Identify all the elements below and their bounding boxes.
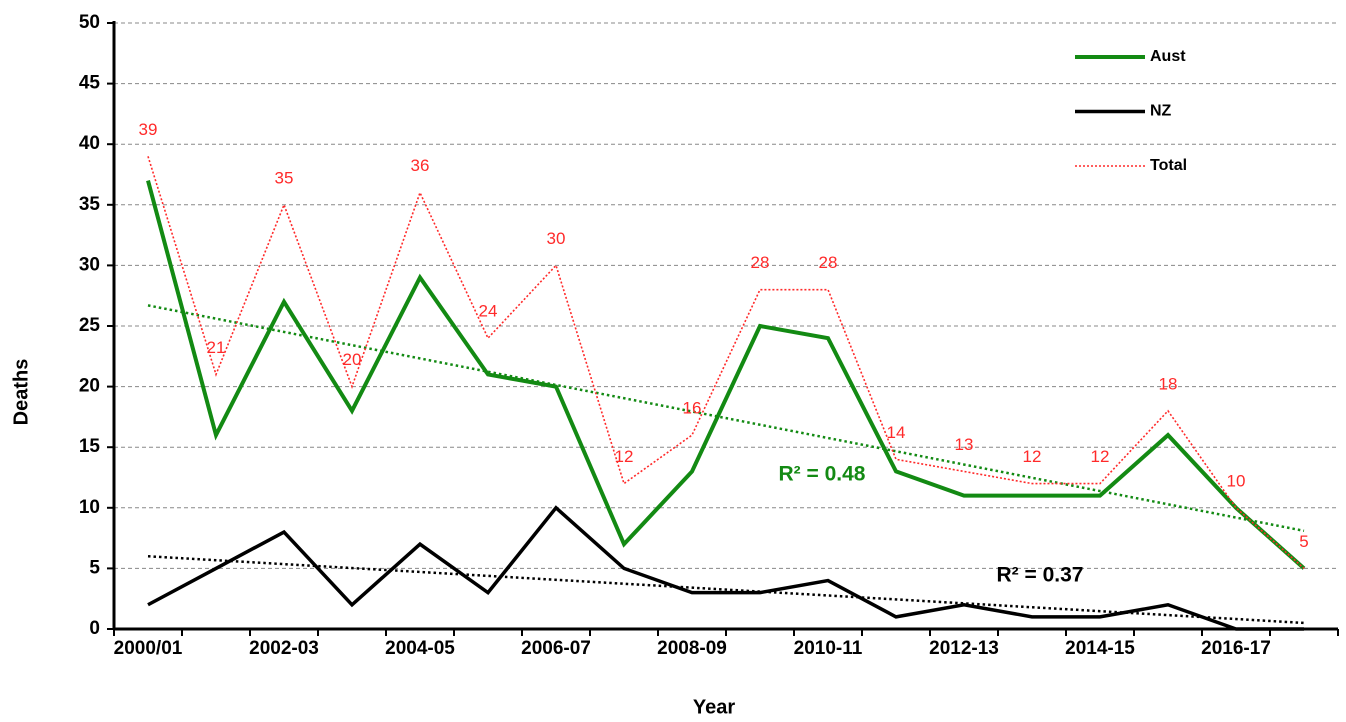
r-squared-label: R² = 0.37: [997, 564, 1084, 587]
y-tick-label: 30: [79, 254, 100, 275]
y-tick-label: 20: [79, 376, 100, 397]
data-label: 10: [1227, 471, 1246, 490]
data-label: 14: [887, 423, 906, 442]
legend-label: Aust: [1150, 48, 1186, 65]
data-label: 28: [751, 253, 770, 272]
data-label: 21: [207, 338, 226, 357]
series-line: [147, 505, 1304, 631]
legend-label: Total: [1150, 157, 1187, 174]
y-tick-label: 10: [79, 497, 100, 518]
x-tick-label: 2004-05: [385, 638, 455, 659]
y-tick-label: 0: [89, 618, 100, 639]
y-tick-label: 25: [79, 315, 101, 336]
y-tick-label: 35: [79, 194, 101, 215]
data-label: 28: [819, 253, 838, 272]
data-label: 30: [547, 229, 566, 248]
x-tick-label: 2012-13: [929, 638, 999, 659]
trendline: [147, 304, 1305, 533]
data-label: 20: [343, 350, 362, 369]
data-label: 5: [1299, 532, 1308, 551]
data-label: 12: [1023, 447, 1042, 466]
x-tick-label: 2002-03: [249, 638, 319, 659]
data-label: 18: [1159, 374, 1178, 393]
data-label: 39: [139, 120, 158, 139]
y-tick-label: 15: [79, 436, 101, 457]
y-tick-label: 45: [79, 73, 101, 94]
series-line: [146, 180, 1306, 570]
x-tick-label: 2016-17: [1201, 638, 1271, 659]
y-tick-label: 50: [79, 12, 100, 33]
data-label: 12: [615, 447, 634, 466]
data-label: 35: [275, 168, 294, 187]
trendline: [147, 555, 1305, 625]
x-tick-label: 2010-11: [794, 638, 863, 659]
x-axis-title: Year: [693, 696, 735, 718]
data-label: 12: [1091, 447, 1110, 466]
x-tick-label: 2000/01: [114, 638, 183, 659]
y-tick-label: 40: [79, 133, 100, 154]
data-label: 36: [411, 156, 430, 175]
y-tick-label: 5: [89, 557, 100, 578]
y-axis-title: Deaths: [10, 359, 32, 426]
data-label: 16: [683, 399, 702, 418]
x-tick-label: 2006-07: [521, 638, 591, 659]
data-label: 24: [479, 302, 498, 321]
r-squared-label: R² = 0.48: [779, 463, 866, 486]
series-line: [147, 156, 1305, 569]
x-tick-label: 2008-09: [657, 638, 727, 659]
legend-label: NZ: [1150, 103, 1172, 120]
x-tick-label: 2014-15: [1065, 638, 1135, 659]
data-label: 13: [955, 435, 974, 454]
